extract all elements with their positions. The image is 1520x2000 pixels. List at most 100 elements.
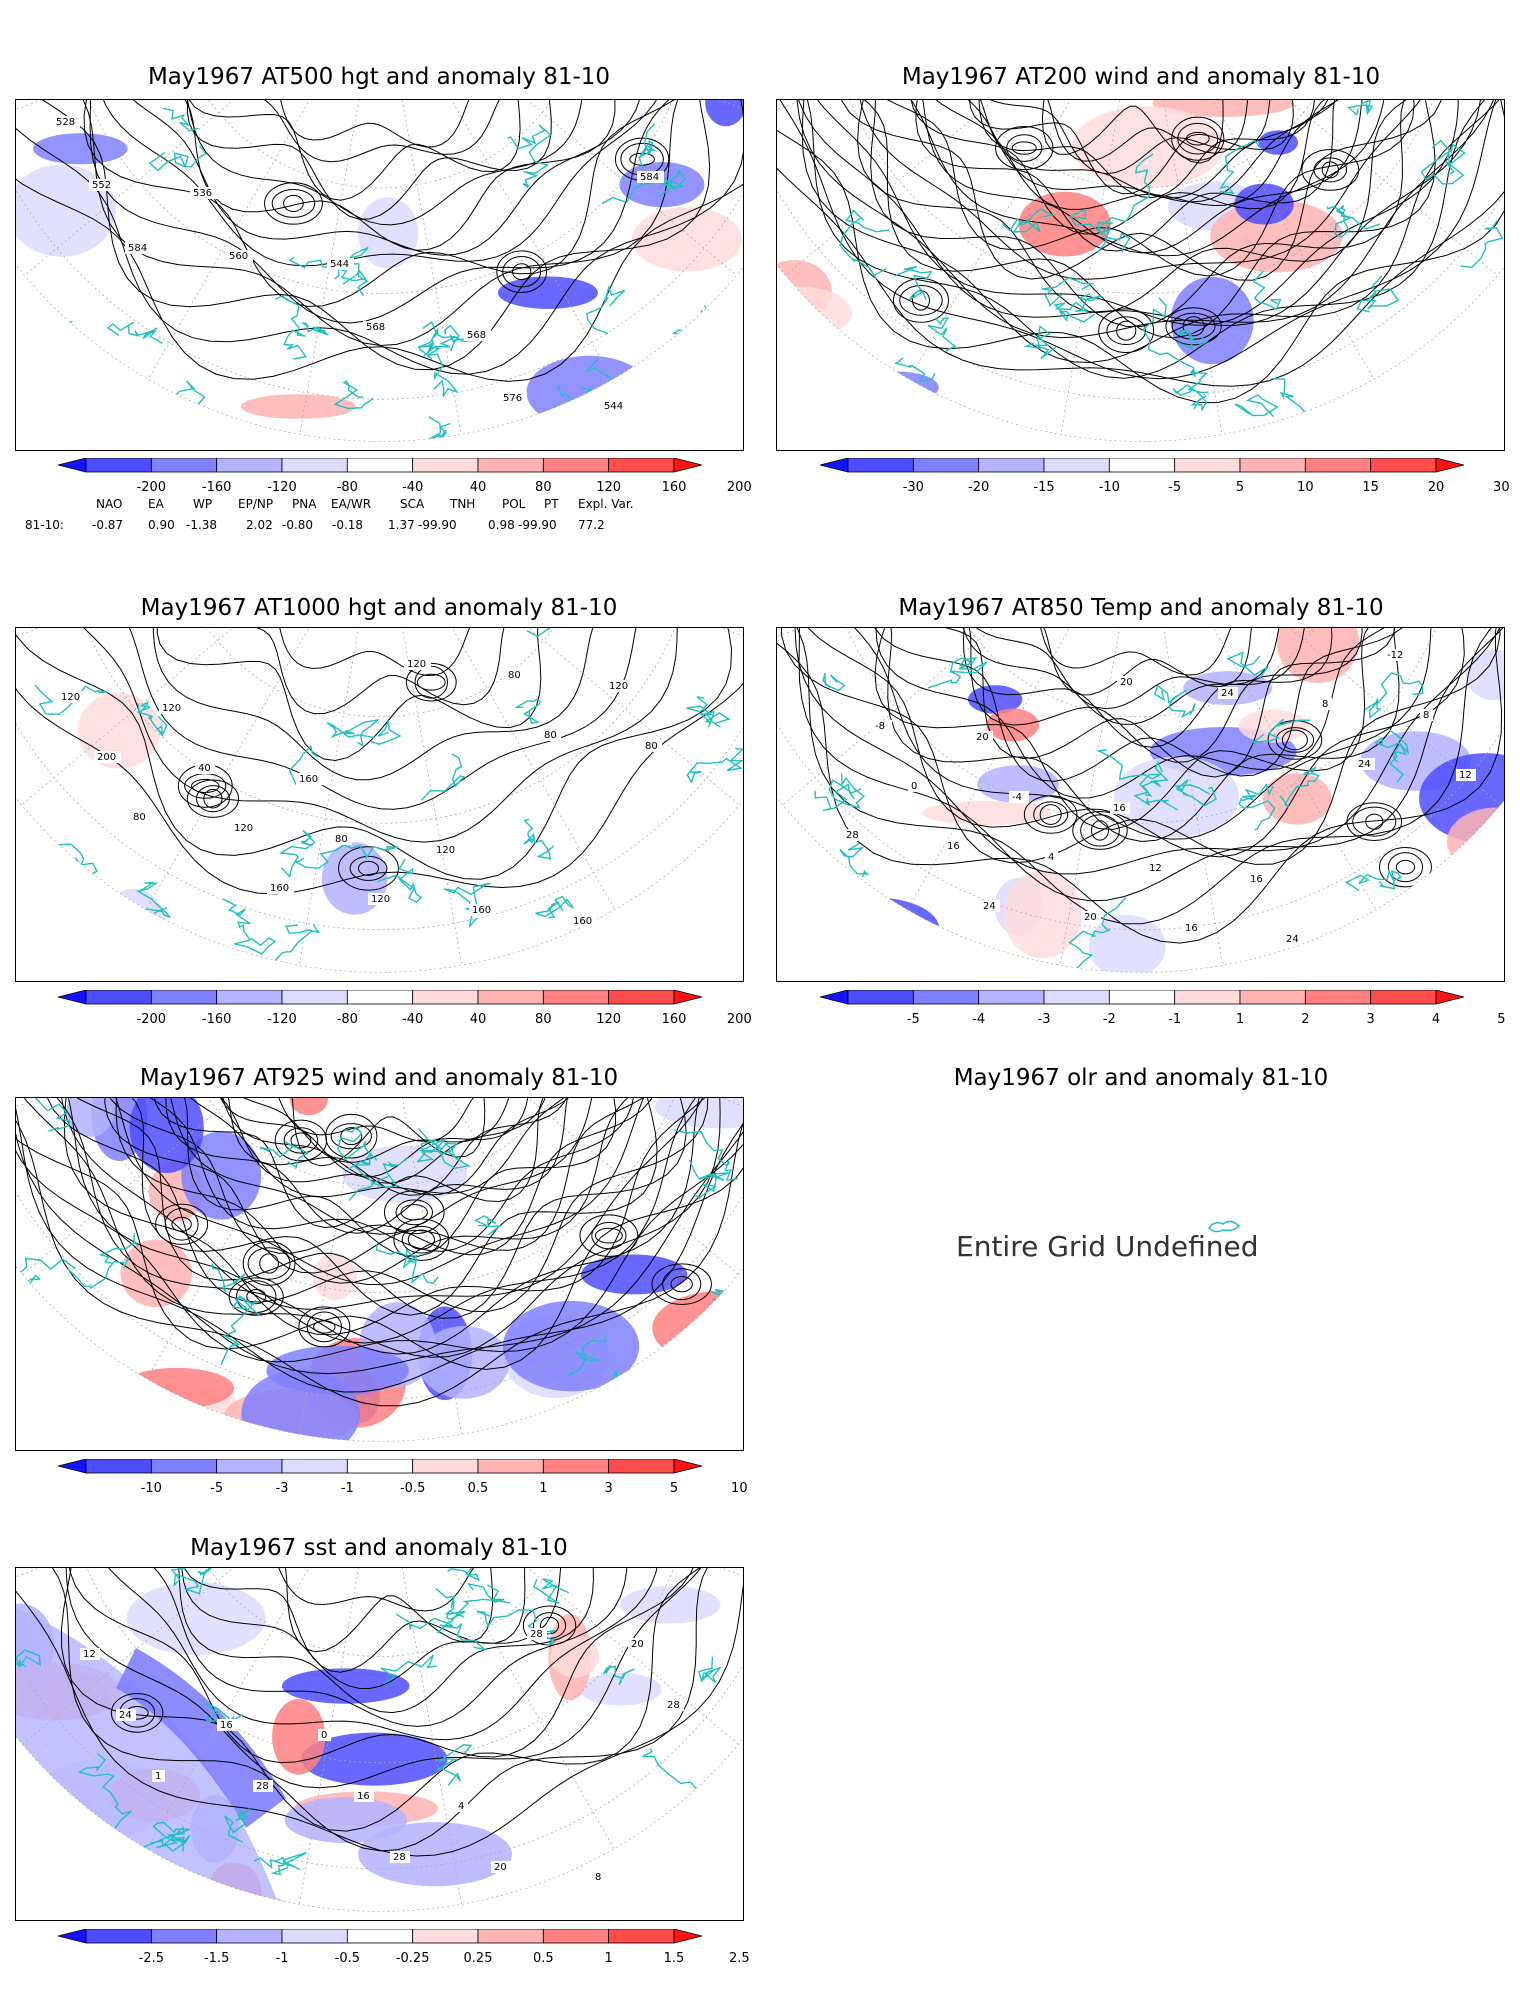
colorbar-box bbox=[608, 1928, 675, 1944]
contour-label: 568 bbox=[467, 330, 486, 341]
index-value-explvar: 77.2 bbox=[578, 518, 605, 532]
anomaly-shading bbox=[16, 892, 49, 950]
closed-contour bbox=[662, 1268, 702, 1301]
closed-contour bbox=[283, 1127, 319, 1154]
streamline bbox=[72, 1098, 658, 1316]
longitude-line bbox=[380, 628, 740, 806]
index-header-explvar: Expl. Var. bbox=[578, 497, 634, 511]
closed-contour bbox=[1072, 811, 1128, 850]
colorbar-box bbox=[150, 457, 218, 473]
closed-contour bbox=[496, 250, 548, 294]
colorbar-at925: -10 -5 -3 -1 -0.5 0.5 1 3 5 10 bbox=[57, 1458, 748, 1499]
colorbar-tick-label: -5 bbox=[210, 1481, 224, 1496]
contour-label: 0 bbox=[321, 1730, 327, 1741]
streamline bbox=[161, 1098, 604, 1198]
contour-label: 80 bbox=[544, 730, 557, 741]
colorbar-box bbox=[477, 1928, 544, 1944]
colorbar-arrow-high bbox=[1435, 457, 1465, 473]
colorbar-tick-label: 200 bbox=[726, 480, 752, 495]
panel-title-olr: May1967 olr and anomaly 81-10 bbox=[953, 1065, 1329, 1091]
contour-line bbox=[210, 100, 545, 148]
colorbar-arrow-high bbox=[673, 1458, 703, 1474]
closed-contour bbox=[155, 1203, 209, 1245]
index-header-epnp: EP/NP bbox=[238, 497, 274, 511]
streamline bbox=[212, 1098, 565, 1163]
closed-contour bbox=[1379, 846, 1432, 888]
closed-contour bbox=[1116, 320, 1137, 341]
contour-line bbox=[821, 628, 1437, 840]
projection-edge bbox=[16, 797, 743, 973]
contour-line bbox=[894, 628, 1363, 763]
closed-contour bbox=[1395, 859, 1416, 875]
coastline bbox=[211, 1263, 247, 1293]
colorbar-box bbox=[346, 989, 414, 1005]
coastline bbox=[1326, 204, 1381, 238]
longitude-line bbox=[782, 628, 1142, 806]
index-header-ea: EA bbox=[148, 497, 164, 511]
closed-contour bbox=[1011, 141, 1037, 155]
closed-contour bbox=[1171, 312, 1216, 340]
contour-label: 24 bbox=[1221, 688, 1234, 699]
coastline bbox=[927, 316, 957, 352]
panel-title-at200: May1967 AT200 wind and anomaly 81-10 bbox=[901, 64, 1381, 90]
anomaly-shading bbox=[66, 1098, 115, 1137]
contour-label: 24 bbox=[983, 901, 996, 912]
contour-label-bg bbox=[664, 1699, 684, 1711]
contour-label: 8 bbox=[595, 1872, 601, 1883]
coastline bbox=[927, 657, 988, 689]
contour-label-bg bbox=[253, 1780, 273, 1792]
streamline bbox=[855, 100, 1442, 280]
closed-contour bbox=[670, 1276, 693, 1293]
colorbar-box bbox=[412, 1928, 479, 1944]
contour-label: 20 bbox=[631, 1639, 644, 1650]
colorbar-box bbox=[281, 1458, 348, 1474]
colorbar-box bbox=[978, 989, 1045, 1005]
olr-undefined-message: Entire Grid Undefined bbox=[956, 1230, 1259, 1263]
coastline bbox=[375, 1244, 439, 1285]
streamline bbox=[99, 1098, 660, 1256]
closed-contour bbox=[349, 855, 388, 881]
contour-label-bg bbox=[980, 900, 1000, 912]
contour-line bbox=[142, 628, 635, 781]
closed-contour bbox=[1346, 802, 1403, 842]
colorbar-tick-label: 1 bbox=[604, 1951, 613, 1966]
contour-label-bg bbox=[267, 882, 294, 894]
contour-line bbox=[958, 628, 1334, 696]
colorbar-tick-label: -40 bbox=[402, 1012, 424, 1027]
contour-line bbox=[182, 1568, 589, 1653]
contour-line bbox=[930, 628, 1340, 748]
contour-label-bg bbox=[570, 915, 597, 927]
contour-label: 120 bbox=[609, 681, 628, 692]
latitude-circle bbox=[60, 628, 701, 824]
contour-label-bg bbox=[1283, 933, 1303, 945]
anomaly-shading bbox=[289, 1098, 329, 1116]
contour-label: 80 bbox=[335, 834, 348, 845]
anomaly-shading bbox=[300, 1732, 448, 1786]
colorbar-at200: -30 -20 -15 -10 -5 5 10 15 20 30 bbox=[819, 457, 1510, 498]
colorbar-sst: -2.5 -1.5 -1 -0.5 -0.25 0.25 0.5 1 1.5 2.5 bbox=[57, 1928, 750, 1969]
contour-label-bg bbox=[1420, 709, 1433, 721]
contour-label: 0 bbox=[911, 781, 917, 792]
coastline bbox=[43, 1855, 66, 1910]
coastline bbox=[535, 895, 574, 919]
coastline bbox=[1096, 749, 1163, 797]
anomaly-shading bbox=[815, 897, 940, 961]
coastline bbox=[395, 1598, 511, 1634]
streamline bbox=[964, 100, 1327, 162]
colorbar-tick-label: -0.25 bbox=[395, 1951, 430, 1966]
colorbar-box bbox=[346, 1928, 414, 1944]
index-header-pna: PNA bbox=[292, 497, 317, 511]
anomaly-shading bbox=[16, 1878, 105, 1905]
closed-contour bbox=[383, 1190, 445, 1235]
contour-label: 200 bbox=[97, 752, 116, 763]
closed-contour bbox=[395, 1199, 433, 1226]
contour-label-bg bbox=[94, 751, 121, 763]
anomaly-shading bbox=[119, 1367, 235, 1409]
coastline bbox=[893, 266, 933, 301]
index-header-eawr: EA/WR bbox=[331, 497, 372, 511]
streamline bbox=[915, 100, 1395, 252]
colorbar-box bbox=[85, 1928, 152, 1944]
coastline bbox=[377, 858, 423, 904]
streamline bbox=[792, 100, 1483, 326]
streamline bbox=[16, 1098, 743, 1407]
